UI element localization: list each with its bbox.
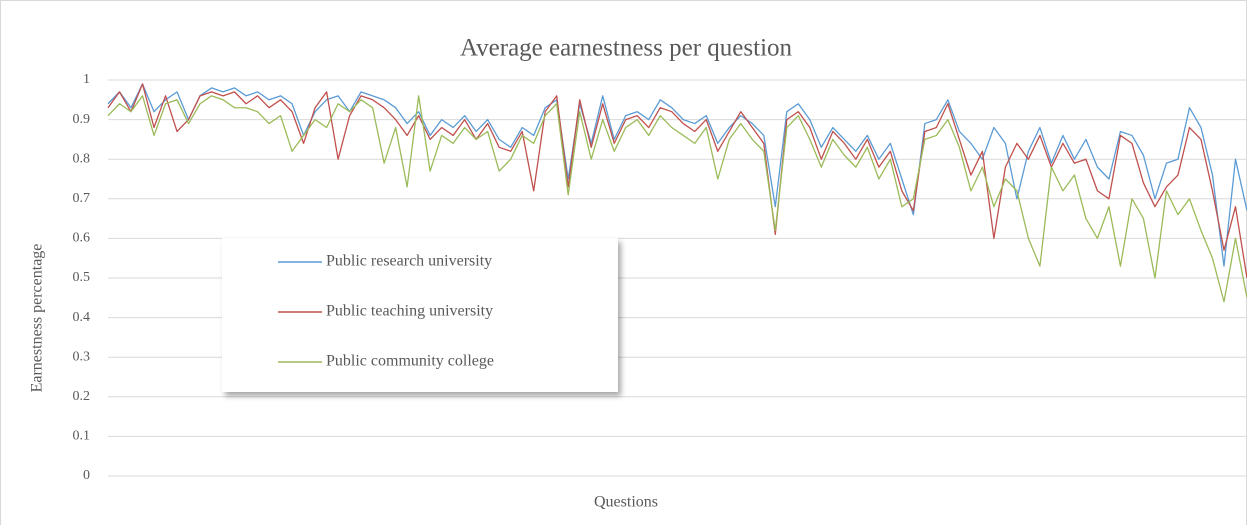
legend: Public research university Public teachin…: [222, 238, 618, 392]
y-tick-label: 0.9: [73, 112, 91, 127]
y-tick-label: 0.1: [73, 429, 91, 444]
y-tick-label: 0: [83, 468, 90, 483]
y-tick-label: 0.8: [73, 151, 91, 166]
legend-label: Public research university: [326, 253, 492, 270]
legend-label: Public teaching university: [326, 303, 493, 320]
y-tick-label: 0.3: [73, 349, 91, 364]
y-tick-label: 1: [83, 72, 90, 87]
y-tick-label: 0.4: [73, 310, 91, 325]
y-tick-label: 0.6: [73, 231, 91, 246]
x-axis-label: Questions: [594, 494, 658, 511]
y-tick-label: 0.2: [73, 389, 91, 404]
legend-label: Public community college: [326, 353, 494, 370]
y-axis-label: Earnestness percentage: [29, 244, 46, 393]
y-tick-label: 0.7: [73, 191, 91, 206]
y-tick-label: 0.5: [73, 270, 91, 285]
chart-title: Average earnestness per question: [460, 35, 793, 62]
